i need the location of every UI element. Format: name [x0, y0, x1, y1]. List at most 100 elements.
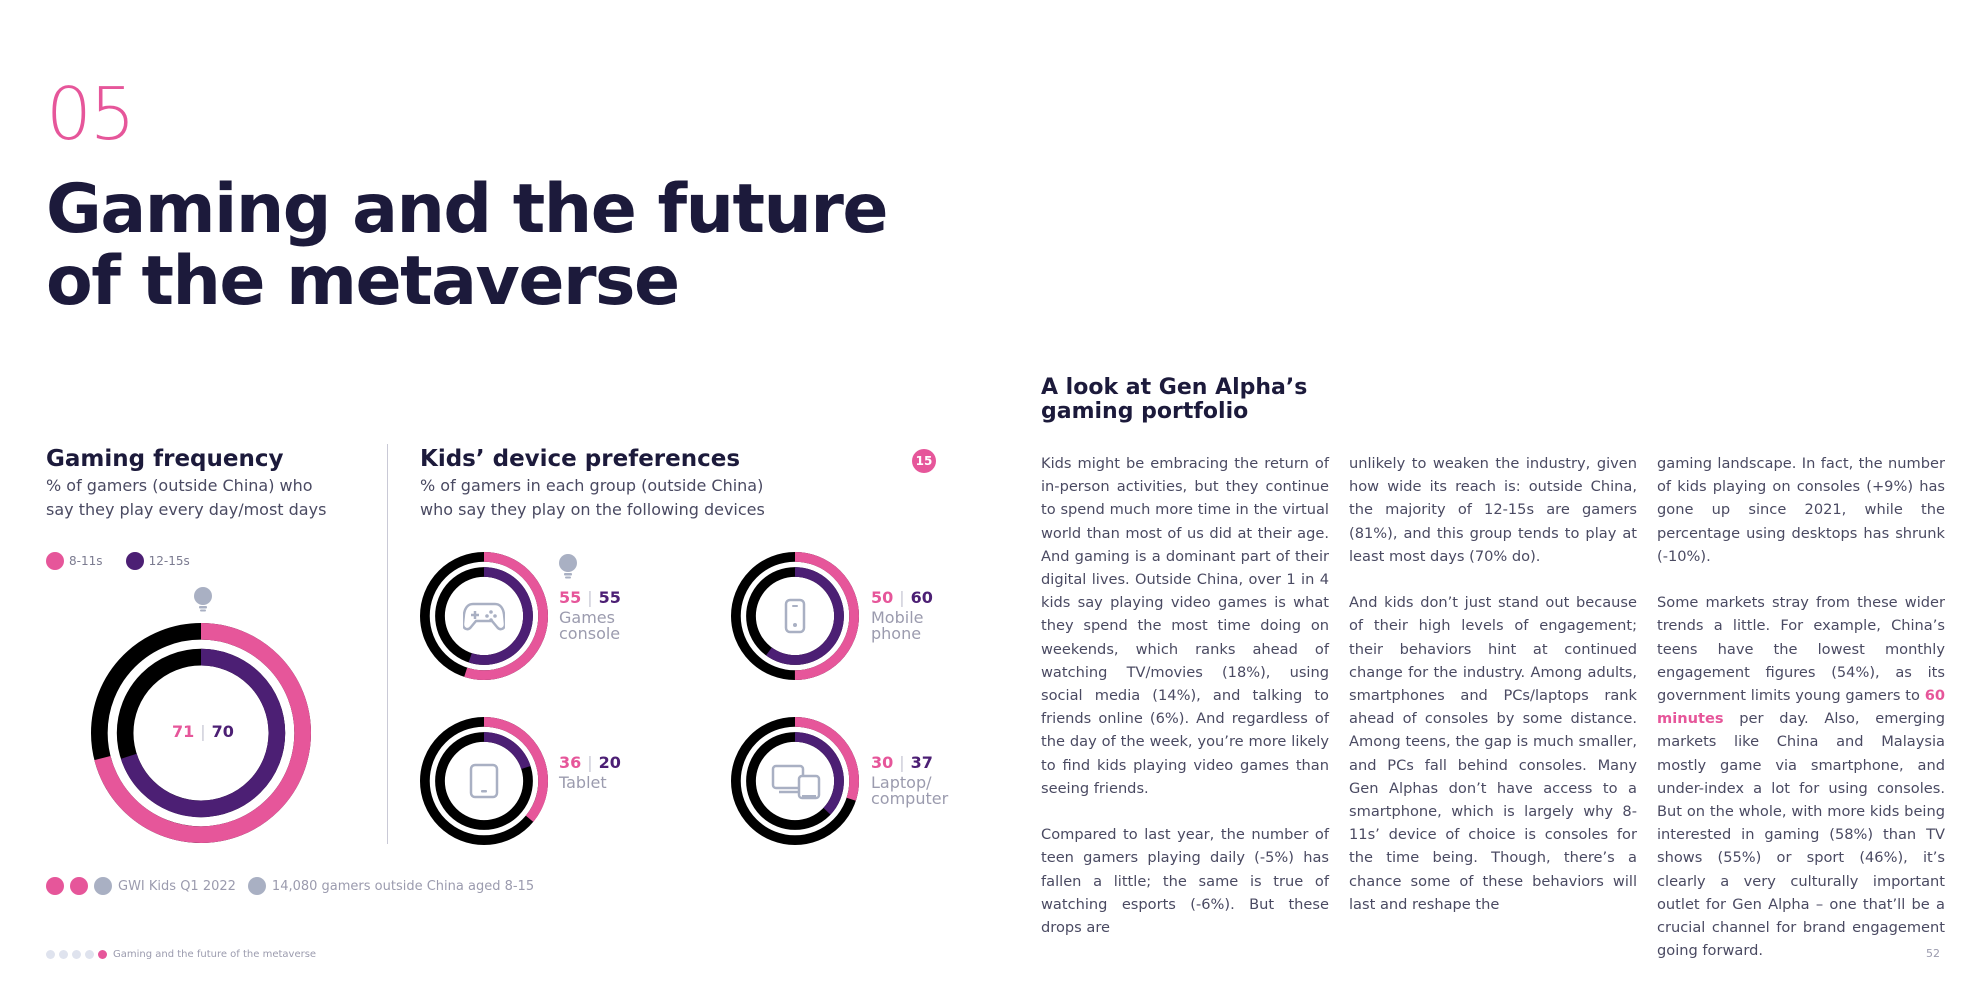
- value-12-15s: 37: [910, 753, 933, 772]
- tablet-donut: [420, 717, 548, 845]
- smartphone-icon: [784, 598, 806, 634]
- legend-item-12-15s: 12-15s: [125, 552, 190, 570]
- section-number: 05: [46, 72, 136, 156]
- section-dot[interactable]: [85, 950, 94, 959]
- section-dot[interactable]: [59, 950, 68, 959]
- section-dot[interactable]: [46, 950, 55, 959]
- legend-item-8-11s: 8-11s: [46, 552, 103, 570]
- device-label-line-1: Mobile: [871, 608, 924, 627]
- frequency-subtitle-line-1: % of gamers (outside China) who: [46, 476, 313, 495]
- games-console-donut: [420, 552, 548, 680]
- legend-dot-pink: [46, 552, 64, 570]
- pin-icon: [194, 587, 212, 612]
- source-label: GWI Kids Q1 2022: [118, 878, 236, 894]
- paragraph: And kids don’t just stand out because of…: [1349, 594, 1637, 913]
- ring-12-15s: [435, 567, 533, 665]
- device-label-games-console: Games console: [559, 610, 621, 642]
- tablet-icon: [469, 763, 499, 799]
- value-8-11s: 55: [559, 588, 582, 607]
- frequency-legend: 8-11s 12-15s: [46, 552, 208, 574]
- gamepad-icon: [463, 602, 505, 631]
- frequency-subtitle-line-2: say they play every day/most days: [46, 500, 327, 519]
- ring-12-15s: [435, 732, 533, 830]
- article-title: A look at Gen Alpha’s gaming portfolio: [1041, 376, 1341, 424]
- paragraph: Compared to last year, the number of tee…: [1041, 826, 1329, 937]
- frequency-subtitle: % of gamers (outside China) who say they…: [46, 474, 346, 522]
- people-icon: [70, 877, 88, 895]
- frequency-values: 71 | 70: [172, 722, 234, 741]
- tablet-values: 36 | 20 Tablet: [559, 753, 621, 791]
- devices-subtitle-line-1: % of gamers in each group (outside China…: [420, 476, 764, 495]
- article-column-1: Kids might be embracing the return of in…: [1041, 452, 1329, 939]
- section-dot-active[interactable]: [98, 950, 107, 959]
- devices-title: Kids’ device preferences: [420, 446, 741, 472]
- value-separator: |: [200, 722, 206, 741]
- frequency-title: Gaming frequency: [46, 446, 284, 472]
- device-label-tablet: Tablet: [559, 775, 621, 791]
- value-separator: |: [899, 588, 905, 607]
- value-12-15s: 70: [211, 722, 234, 741]
- article-title-line-2: gaming portfolio: [1041, 399, 1249, 424]
- value-8-11s: 71: [172, 722, 195, 741]
- source-line: GWI Kids Q1 2022 14,080 gamers outside C…: [46, 877, 534, 895]
- devices-header: Kids’ device preferences % of gamers in …: [420, 446, 840, 522]
- frequency-donut-chart: [90, 622, 312, 844]
- device-label-line-1: Tablet: [559, 773, 607, 792]
- ring-8-11s: [731, 717, 859, 845]
- value-12-15s: 60: [910, 588, 933, 607]
- legend-label: 12-15s: [148, 554, 190, 568]
- section-dot[interactable]: [72, 950, 81, 959]
- device-label-line-2: phone: [871, 624, 922, 643]
- article-column-2: unlikely to weaken the industry, given h…: [1349, 452, 1637, 916]
- value-8-11s: 36: [559, 753, 582, 772]
- question-icon: [46, 877, 64, 895]
- article-column-3: gaming landscape. In fact, the number of…: [1657, 452, 1945, 962]
- value-12-15s: 20: [598, 753, 621, 772]
- mobile-phone-values: 50 | 60 Mobile phone: [871, 588, 933, 642]
- devices-subtitle-line-2: who say they play on the following devic…: [420, 500, 765, 519]
- paragraph: unlikely to weaken the industry, given h…: [1349, 455, 1637, 565]
- device-label-line-1: Games: [559, 608, 615, 627]
- footer-section-label: Gaming and the future of the metaverse: [113, 949, 317, 960]
- paragraph: gaming landscape. In fact, the number of…: [1657, 455, 1945, 565]
- ring-8-11s: [420, 552, 548, 680]
- value-8-11s: 30: [871, 753, 894, 772]
- laptop-computer-donut: [731, 717, 859, 845]
- value-separator: |: [587, 753, 593, 772]
- mobile-phone-donut: [731, 552, 859, 680]
- footer-nav: Gaming and the future of the metaverse: [46, 949, 316, 960]
- ring-12-15s: [116, 648, 286, 818]
- value-separator: |: [587, 588, 593, 607]
- devices-subtitle: % of gamers in each group (outside China…: [420, 474, 840, 522]
- laptop-computer-values: 30 | 37 Laptop/ computer: [871, 753, 948, 807]
- page-title-line-1: Gaming and the future: [46, 170, 889, 249]
- value-separator: |: [899, 753, 905, 772]
- ring-8-11s: [420, 717, 548, 845]
- text-run: per day. Also, emerging markets like Chi…: [1657, 710, 1945, 960]
- legend-label: 8-11s: [69, 554, 103, 568]
- paragraph: Kids might be embracing the return of in…: [1041, 455, 1329, 797]
- games-console-values: 55 | 55 Games console: [559, 588, 621, 642]
- base-label: 14,080 gamers outside China aged 8-15: [271, 878, 535, 894]
- page-title: Gaming and the future of the metaverse: [46, 174, 946, 318]
- device-label-line-2: computer: [871, 789, 949, 808]
- article-title-line-1: A look at Gen Alpha’s: [1041, 375, 1308, 400]
- legend-dot-purple: [125, 552, 144, 570]
- globe-icon: [94, 877, 112, 895]
- value-8-11s: 50: [871, 588, 894, 607]
- base-icon: [247, 877, 266, 895]
- page-title-line-2: of the metaverse: [46, 242, 680, 321]
- ring-8-11s: [90, 622, 312, 844]
- chart-number-badge: 15: [912, 449, 936, 473]
- pin-icon: [559, 554, 577, 579]
- page-number: 52: [1926, 947, 1940, 960]
- text-run: Some markets stray from these wider tren…: [1657, 594, 1945, 705]
- device-label-mobile-phone: Mobile phone: [871, 610, 933, 642]
- ring-8-11s: [731, 552, 859, 680]
- laptop-icon: [771, 764, 821, 800]
- device-label-laptop-computer: Laptop/ computer: [871, 775, 948, 807]
- paragraph: Some markets stray from these wider tren…: [1657, 591, 1945, 962]
- highlight-60-minutes: 60 minutes: [1657, 687, 1945, 728]
- ring-12-15s: [746, 732, 844, 830]
- device-label-line-2: console: [559, 624, 621, 643]
